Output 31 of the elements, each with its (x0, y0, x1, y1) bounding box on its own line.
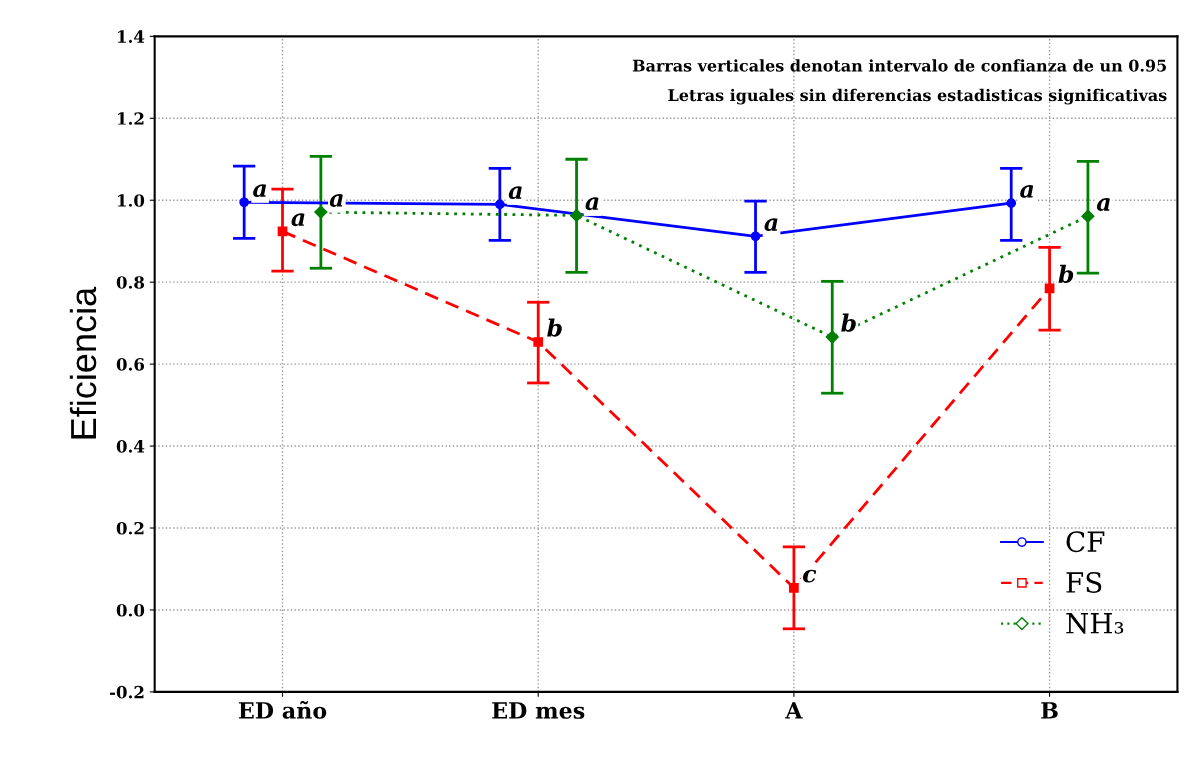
data-label: a (253, 184, 267, 198)
data-label: a (1020, 184, 1034, 198)
y-tick-label: 1.0 (117, 194, 145, 207)
y-axis-title: Eficiencia (69, 286, 97, 439)
data-label: a (764, 218, 778, 232)
x-tick-label: A (785, 702, 803, 719)
data-label: a (585, 197, 599, 211)
data-label: b (547, 318, 562, 337)
data-label: a (329, 193, 343, 207)
y-tick-label: 0.2 (116, 521, 144, 535)
y-tick-label: 0.4 (116, 440, 145, 453)
data-label: b (1058, 264, 1074, 284)
data-label: a (291, 213, 305, 227)
y-tick-label: 0.6 (116, 358, 145, 371)
y-tick-label: 0.0 (116, 603, 145, 617)
data-label: a (1096, 198, 1110, 211)
legend-label: FS (1066, 571, 1102, 593)
legend-label: NH₃ (1066, 613, 1124, 634)
y-tick-label: -0.2 (109, 685, 144, 699)
legend-label: CF (1066, 531, 1105, 553)
annotation: Letras iguales sin diferencias estadisticas significativas (668, 88, 1167, 105)
annotation: Barras verticales denotan intervalo de confianza de un 0.95 (632, 59, 1166, 72)
y-tick-label: 1.2 (117, 112, 144, 125)
data-label: a (508, 186, 522, 200)
y-tick-label: 1.4 (117, 30, 145, 43)
y-tick-label: 0.8 (116, 276, 145, 289)
x-tick-label: ED mes (492, 702, 585, 719)
data-label: c (803, 569, 817, 583)
x-tick-label: B (1041, 702, 1058, 719)
x-tick-label: ED año (238, 700, 327, 719)
data-label: b (841, 313, 856, 332)
